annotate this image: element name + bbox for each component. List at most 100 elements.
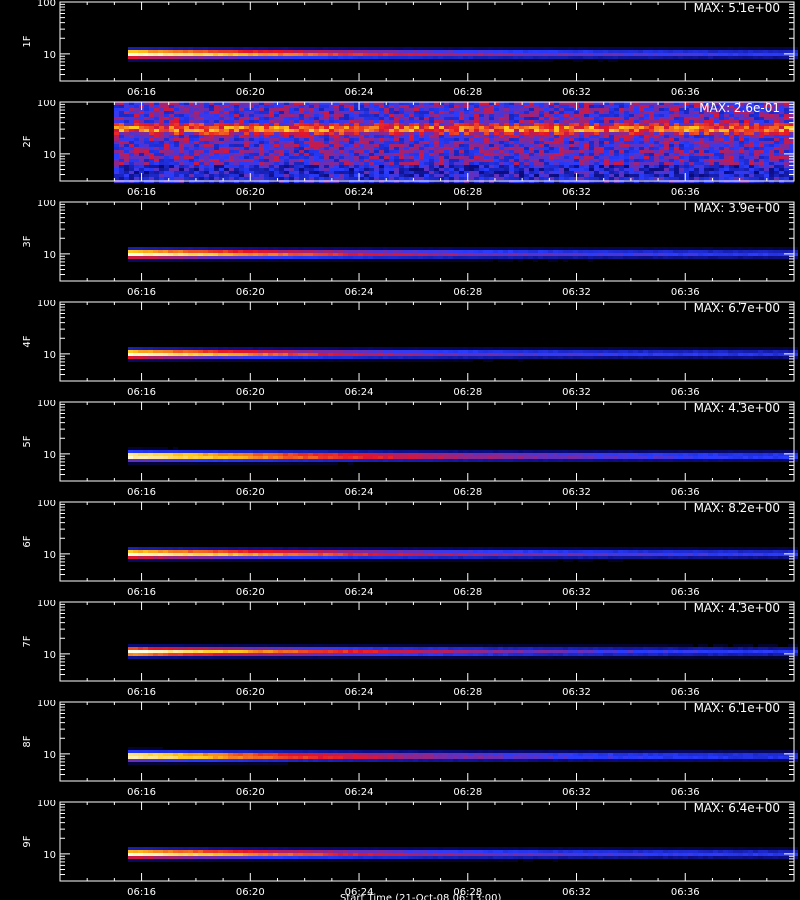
heat-cell xyxy=(114,120,119,123)
heat-cell xyxy=(329,111,334,114)
heat-cell xyxy=(224,126,229,129)
heat-cell xyxy=(479,165,484,168)
heat-cell xyxy=(664,105,669,108)
heat-cell xyxy=(569,138,574,141)
heat-cell xyxy=(674,171,679,174)
heat-cell xyxy=(164,159,169,162)
heat-cell xyxy=(724,108,729,111)
heat-cell xyxy=(554,108,559,111)
heat-cell xyxy=(214,156,219,159)
heat-cell xyxy=(694,123,699,126)
panel-label: 1F xyxy=(22,35,33,47)
heat-cell xyxy=(244,135,249,138)
heat-cell xyxy=(669,168,674,171)
heat-cell xyxy=(483,247,488,250)
heat-cell xyxy=(164,147,169,150)
heat-cell xyxy=(669,171,674,174)
heat-cell xyxy=(514,141,519,144)
heat-cell xyxy=(444,153,449,156)
heat-cell xyxy=(559,138,564,141)
heat-cell xyxy=(743,56,748,59)
heat-cell xyxy=(684,141,689,144)
heat-cell xyxy=(524,174,529,177)
heat-cell xyxy=(649,153,654,156)
heat-cell xyxy=(609,153,614,156)
heat-cell xyxy=(774,156,779,159)
heat-cell xyxy=(539,177,544,180)
heat-cell xyxy=(329,162,334,165)
heat-cell xyxy=(264,162,269,165)
heat-cell xyxy=(413,56,418,59)
heat-cell xyxy=(313,56,318,59)
heat-cell xyxy=(554,123,559,126)
heat-cell xyxy=(403,50,408,53)
heat-cell xyxy=(523,53,528,56)
heat-cell xyxy=(699,120,704,123)
heat-cell xyxy=(229,114,234,117)
heat-cell xyxy=(744,150,749,153)
heat-cell xyxy=(589,174,594,177)
heat-cell xyxy=(329,171,334,174)
heat-cell xyxy=(183,59,188,62)
heat-cell xyxy=(769,135,774,138)
heat-cell xyxy=(408,50,413,53)
heat-cell xyxy=(599,141,604,144)
heat-cell xyxy=(144,177,149,180)
heat-cell xyxy=(739,177,744,180)
heat-cell xyxy=(524,156,529,159)
heat-cell xyxy=(273,247,278,250)
heat-cell xyxy=(724,177,729,180)
heat-cell xyxy=(233,259,238,262)
heat-cell xyxy=(659,135,664,138)
heat-cell xyxy=(578,47,583,50)
heat-cell xyxy=(644,120,649,123)
heat-cell xyxy=(649,102,654,105)
heat-cell xyxy=(744,123,749,126)
heat-cell xyxy=(134,111,139,114)
heat-cell xyxy=(269,156,274,159)
heat-cell xyxy=(628,50,633,53)
heat-cell xyxy=(504,135,509,138)
heat-cell xyxy=(779,159,784,162)
heat-cell xyxy=(254,156,259,159)
heat-cell xyxy=(514,177,519,180)
heat-cell xyxy=(218,253,223,256)
heat-cell xyxy=(589,117,594,120)
heat-cell xyxy=(769,123,774,126)
heat-cell xyxy=(158,250,163,253)
heat-cell xyxy=(433,253,438,256)
heat-cell xyxy=(514,156,519,159)
heat-cell xyxy=(114,168,119,171)
heat-cell xyxy=(518,247,523,250)
heat-cell xyxy=(239,129,244,132)
heat-cell xyxy=(424,135,429,138)
heat-cell xyxy=(549,147,554,150)
heat-cell xyxy=(169,150,174,153)
heat-cell xyxy=(629,105,634,108)
heat-cell xyxy=(624,162,629,165)
heat-cell xyxy=(694,165,699,168)
heat-cell xyxy=(619,132,624,135)
heat-cell xyxy=(234,126,239,129)
heat-cell xyxy=(454,135,459,138)
heat-cell xyxy=(434,135,439,138)
heat-cell xyxy=(169,144,174,147)
heat-cell xyxy=(398,50,403,53)
heat-cell xyxy=(523,47,528,50)
heat-cell xyxy=(199,123,204,126)
heat-cell xyxy=(599,135,604,138)
heat-cell xyxy=(124,132,129,135)
heat-cell xyxy=(189,108,194,111)
heat-cell xyxy=(179,105,184,108)
x-tick-label: 06:16 xyxy=(127,87,156,98)
heat-cell xyxy=(309,171,314,174)
heat-cell xyxy=(294,162,299,165)
heat-cell xyxy=(709,117,714,120)
heat-cell xyxy=(389,111,394,114)
heat-cell xyxy=(739,153,744,156)
heat-cell xyxy=(219,129,224,132)
heat-cell xyxy=(694,132,699,135)
heat-cell xyxy=(784,129,789,132)
